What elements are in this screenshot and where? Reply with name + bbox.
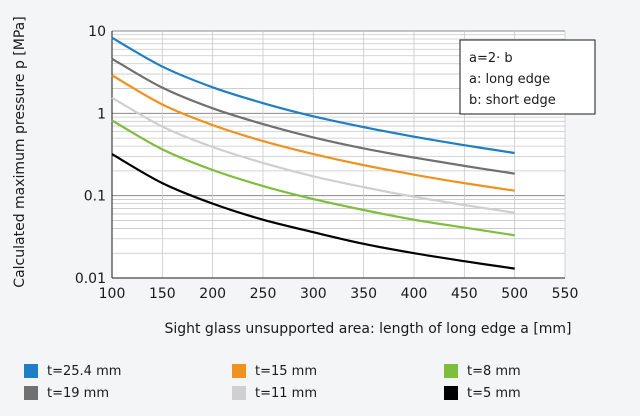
legend-label: t=15 mm: [255, 363, 317, 379]
x-tick-label: 550: [552, 286, 579, 302]
legend-item: t=8 mm: [444, 362, 521, 380]
legend-label: t=11 mm: [255, 385, 317, 401]
y-tick-label: 1: [97, 106, 106, 122]
x-tick-labels: 100 150 200 250 300 350 400 450 500 550: [99, 286, 579, 302]
legend-label: t=19 mm: [47, 385, 109, 401]
series-line: [111, 36, 515, 155]
legend-swatch-icon: [444, 364, 458, 378]
y-axis-label: Calculated maximum pressure p [MPa]: [12, 16, 28, 287]
annotation-line: a: long edge: [469, 72, 550, 87]
x-tick-label: 100: [99, 286, 126, 302]
y-tick-label: 10: [88, 24, 106, 40]
series-line: [111, 96, 515, 214]
series-line: [111, 74, 515, 192]
legend-swatch-icon: [232, 364, 246, 378]
legend-label: t=8 mm: [467, 363, 521, 379]
legend-item: t=25.4 mm: [24, 362, 121, 380]
series-line: [111, 153, 515, 270]
series-line: [111, 119, 515, 237]
series-line: [111, 57, 515, 175]
x-tick-label: 250: [250, 286, 277, 302]
x-axis-label: Sight glass unsupported area: length of …: [164, 321, 571, 337]
x-tick-label: 150: [149, 286, 176, 302]
legend: t=25.4 mm t=19 mm t=15 mm t=11 mm t=8 mm…: [24, 362, 624, 412]
legend-swatch-icon: [232, 386, 246, 400]
annotation-line: b: short edge: [469, 93, 556, 108]
legend-item: t=15 mm: [232, 362, 317, 380]
legend-swatch-icon: [444, 386, 458, 400]
x-tick-label: 300: [300, 286, 327, 302]
legend-label: t=25.4 mm: [47, 363, 122, 379]
y-tick-label: 0.1: [84, 189, 106, 205]
x-tick-label: 450: [451, 286, 478, 302]
annotation-box: a=2· b a: long edge b: short edge: [459, 39, 596, 115]
series-lines: [111, 36, 515, 270]
legend-item: t=5 mm: [444, 384, 521, 402]
legend-swatch-icon: [24, 386, 38, 400]
x-tick-label: 350: [350, 286, 377, 302]
y-tick-labels: 0.01 0.1 1 10: [75, 24, 106, 287]
legend-swatch-icon: [24, 364, 38, 378]
annotation-line: a=2· b: [469, 51, 513, 66]
x-tick-label: 500: [501, 286, 528, 302]
legend-item: t=11 mm: [232, 384, 317, 402]
y-tick-label: 0.01: [75, 271, 106, 287]
x-tick-label: 200: [199, 286, 226, 302]
legend-item: t=19 mm: [24, 384, 109, 402]
legend-label: t=5 mm: [467, 385, 521, 401]
x-tick-label: 400: [401, 286, 428, 302]
